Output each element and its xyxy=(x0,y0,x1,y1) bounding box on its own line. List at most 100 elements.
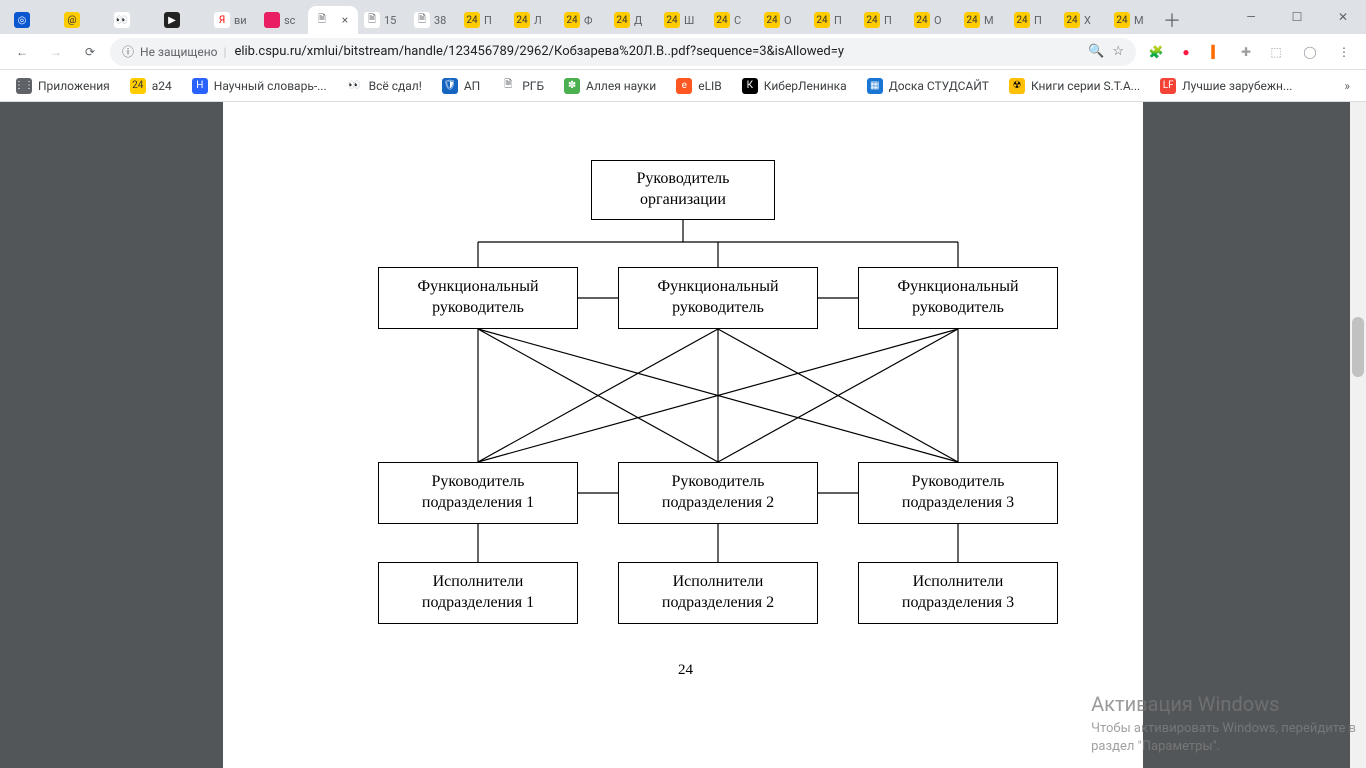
diagram-node-top: Руководительорганизации xyxy=(591,160,775,220)
bookmark-favicon-icon: 24 xyxy=(130,78,146,94)
pdf-viewport: РуководительорганизацииФункциональныйрук… xyxy=(0,102,1366,768)
maximize-button[interactable]: ☐ xyxy=(1274,0,1320,34)
tab-favicon-icon: 24 xyxy=(764,12,780,28)
browser-tab[interactable]: 24 О xyxy=(758,6,808,34)
profile-button[interactable]: ◯ xyxy=(1296,38,1324,66)
bookmark-item[interactable]: ККиберЛенинка xyxy=(734,74,855,98)
bookmark-label: eLIB xyxy=(698,79,722,93)
bookmark-favicon-icon: ▦ xyxy=(867,78,883,94)
bookmark-item[interactable]: 🗎РГБ xyxy=(492,74,552,98)
bookmark-label: а24 xyxy=(152,79,172,93)
browser-tab[interactable]: Яви xyxy=(208,6,258,34)
tab-favicon-icon: 24 xyxy=(514,12,530,28)
extension-icon[interactable]: ● xyxy=(1172,38,1200,66)
tab-title: П xyxy=(1034,14,1042,27)
browser-tab[interactable]: 24П xyxy=(858,6,908,34)
extension-icon[interactable]: ✚ xyxy=(1232,38,1260,66)
bookmark-label: Приложения xyxy=(38,79,110,93)
tab-title: П xyxy=(884,14,892,27)
extension-icon[interactable]: ⬚ xyxy=(1262,38,1290,66)
minimize-button[interactable]: ― xyxy=(1228,0,1274,34)
diagram-node-e3: Исполнителиподразделения 3 xyxy=(858,562,1058,624)
back-button[interactable]: ← xyxy=(8,38,36,66)
bookmark-star-icon[interactable]: ☆ xyxy=(1112,44,1124,59)
bookmark-label: Всё сдал! xyxy=(369,79,422,93)
bookmark-favicon-icon: ✽ xyxy=(564,78,580,94)
tab-title: М xyxy=(1134,14,1144,27)
browser-tab[interactable]: sc xyxy=(258,6,308,34)
browser-tab[interactable]: 🗎 15 xyxy=(358,6,408,34)
bookmark-favicon-icon: 🗎 xyxy=(500,78,516,94)
extension-icon[interactable]: 🧩 xyxy=(1142,38,1170,66)
tab-favicon-icon: 🗎 xyxy=(364,12,380,28)
vertical-scrollbar[interactable] xyxy=(1350,102,1366,768)
browser-tab[interactable]: 24М xyxy=(1108,6,1158,34)
bookmark-favicon-icon: Н xyxy=(192,78,208,94)
tab-title: О xyxy=(784,14,792,27)
tab-favicon-icon: 24 xyxy=(664,12,680,28)
bookmark-item[interactable]: Н Научный словарь-... xyxy=(184,74,335,98)
org-chart-diagram: РуководительорганизацииФункциональныйрук… xyxy=(223,102,1143,768)
bookmark-item[interactable]: 🛡АП xyxy=(434,74,488,98)
tab-favicon-icon: Я xyxy=(214,12,230,28)
browser-tab[interactable]: 24 М xyxy=(958,6,1008,34)
tab-title: ви xyxy=(234,14,247,27)
browser-tab[interactable]: 👀 xyxy=(108,6,158,34)
browser-tab[interactable]: 🗎x× xyxy=(308,6,358,34)
bookmark-item[interactable]: 24 а24 xyxy=(122,74,180,98)
forward-button[interactable]: → xyxy=(42,38,70,66)
tab-title: 15 xyxy=(384,14,396,27)
browser-tab[interactable]: 🗎38 xyxy=(408,6,458,34)
diagram-node-f2: Функциональныйруководитель xyxy=(618,267,818,329)
tab-favicon-icon: 👀 xyxy=(114,12,130,28)
browser-tab[interactable]: ▶ xyxy=(158,6,208,34)
window-controls: ― ☐ ✕ xyxy=(1228,0,1366,34)
tab-title: М xyxy=(984,14,994,27)
bookmarks-overflow[interactable]: » xyxy=(1336,75,1358,97)
tab-favicon-icon xyxy=(264,12,280,28)
tab-close-icon[interactable]: × xyxy=(338,13,352,27)
browser-tab[interactable]: 24Л xyxy=(508,6,558,34)
diagram-node-f1: Функциональныйруководитель xyxy=(378,267,578,329)
browser-tab[interactable]: 24Х xyxy=(1058,6,1108,34)
address-bar[interactable]: ⓘ Не защищено | elib.cspu.ru/xmlui/bitst… xyxy=(110,38,1136,66)
menu-button[interactable]: ⋮ xyxy=(1330,38,1358,66)
scrollbar-thumb[interactable] xyxy=(1352,317,1364,377)
browser-tab[interactable]: 24Ш xyxy=(658,6,708,34)
bookmark-item[interactable]: LFЛучшие зарубежн... xyxy=(1152,74,1300,98)
browser-tab[interactable]: 24П xyxy=(458,6,508,34)
tab-favicon-icon: 24 xyxy=(914,12,930,28)
bookmark-favicon-icon: 👀 xyxy=(347,78,363,94)
tab-title: Ф xyxy=(584,14,593,27)
bookmark-item[interactable]: 👀 Всё сдал! xyxy=(339,74,430,98)
browser-tab[interactable]: 24П xyxy=(808,6,858,34)
new-tab-button[interactable]: ＋ xyxy=(1158,6,1186,34)
bookmark-item[interactable]: ✽Аллея науки xyxy=(556,74,664,98)
bookmark-label: Доска СТУДСАЙТ xyxy=(889,79,989,93)
tab-favicon-icon: 24 xyxy=(1014,12,1030,28)
bookmark-label: Лучшие зарубежн... xyxy=(1182,79,1292,93)
bookmark-label: Научный словарь-... xyxy=(214,79,327,93)
browser-tab[interactable]: 24 П xyxy=(1008,6,1058,34)
page-number: 24 xyxy=(678,662,693,679)
tab-favicon-icon: 24 xyxy=(964,12,980,28)
bookmark-item[interactable]: eeLIB xyxy=(668,74,730,98)
bookmark-label: Книги серии S.T.A... xyxy=(1031,79,1140,93)
tab-favicon-icon: 🗎 xyxy=(314,12,330,28)
bookmark-item[interactable]: ☢Книги серии S.T.A... xyxy=(1001,74,1148,98)
browser-tab[interactable]: 24О xyxy=(908,6,958,34)
bookmark-item[interactable]: ⋮⋮Приложения xyxy=(8,74,118,98)
browser-tab[interactable]: 24Ф xyxy=(558,6,608,34)
search-in-page-icon[interactable]: 🔍 xyxy=(1088,44,1104,59)
browser-tab[interactable]: 24Д xyxy=(608,6,658,34)
browser-tab[interactable]: @ xyxy=(58,6,108,34)
reload-button[interactable]: ⟳ xyxy=(76,38,104,66)
security-indicator[interactable]: ⓘ Не защищено | xyxy=(122,43,226,60)
tab-title: П xyxy=(484,14,492,27)
close-window-button[interactable]: ✕ xyxy=(1320,0,1366,34)
extension-icon[interactable]: ▍ xyxy=(1202,38,1230,66)
bookmark-item[interactable]: ▦ Доска СТУДСАЙТ xyxy=(859,74,997,98)
browser-tab[interactable]: 24С xyxy=(708,6,758,34)
browser-tab[interactable]: ◎ xyxy=(8,6,58,34)
tab-favicon-icon: 24 xyxy=(714,12,730,28)
